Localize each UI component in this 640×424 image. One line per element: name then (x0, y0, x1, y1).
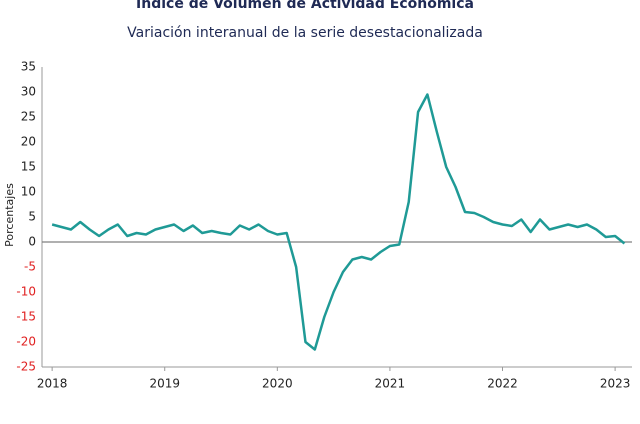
x-tick-label: 2023 (600, 377, 631, 391)
x-tick-label: 2021 (375, 377, 406, 391)
y-tick-label: -20 (16, 335, 36, 349)
chart-title: Índice de Volumen de Actividad Económica (136, 0, 474, 12)
x-tick-label: 2022 (487, 377, 518, 391)
y-tick-label: 30 (21, 85, 36, 99)
y-tick-label: 25 (21, 110, 36, 124)
y-tick-label: -5 (24, 260, 36, 274)
y-tick-label: 15 (21, 160, 36, 174)
y-tick-label: 5 (28, 210, 36, 224)
x-tick-label: 2019 (149, 377, 180, 391)
x-tick-label: 2018 (37, 377, 68, 391)
y-tick-label: -25 (16, 360, 36, 374)
series-line (51, 93, 626, 351)
y-tick-label: 35 (21, 60, 36, 74)
y-tick-label: 0 (28, 235, 36, 249)
y-tick-label: 10 (21, 185, 36, 199)
y-axis-label: Porcentajes (3, 183, 16, 247)
y-tick-label: -15 (16, 310, 36, 324)
chart-subtitle: Variación interanual de la serie desesta… (127, 25, 483, 41)
x-tick-label: 2020 (262, 377, 293, 391)
y-tick-label: -10 (16, 285, 36, 299)
y-tick-label: 20 (21, 135, 36, 149)
